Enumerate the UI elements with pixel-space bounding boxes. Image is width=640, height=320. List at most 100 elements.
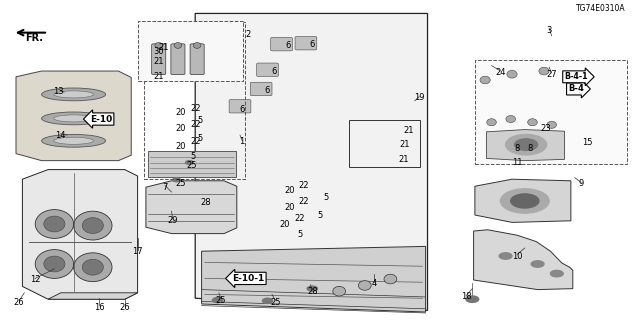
FancyBboxPatch shape: [171, 44, 185, 75]
FancyBboxPatch shape: [271, 37, 292, 51]
Text: 21: 21: [403, 126, 413, 135]
Ellipse shape: [42, 134, 106, 147]
Circle shape: [466, 296, 479, 302]
Text: 6: 6: [285, 41, 291, 50]
Text: 16: 16: [94, 303, 104, 312]
Text: 22: 22: [299, 197, 309, 206]
Circle shape: [550, 270, 563, 277]
Circle shape: [173, 178, 180, 182]
Circle shape: [515, 139, 538, 150]
Text: TG74E0310A: TG74E0310A: [576, 4, 626, 13]
Circle shape: [212, 298, 223, 303]
Text: B-4: B-4: [568, 84, 584, 93]
Text: 12: 12: [30, 276, 40, 284]
Text: 30: 30: [154, 47, 164, 56]
Text: 6: 6: [265, 86, 270, 95]
Text: 22: 22: [190, 104, 200, 113]
Text: 29: 29: [168, 216, 178, 225]
Text: 22: 22: [190, 120, 200, 129]
Text: 20: 20: [175, 124, 186, 133]
Text: 28: 28: [201, 198, 211, 207]
Text: 5: 5: [324, 193, 329, 202]
Ellipse shape: [539, 67, 549, 75]
Text: 11: 11: [512, 158, 522, 167]
Text: 9: 9: [579, 180, 584, 188]
Ellipse shape: [174, 43, 182, 48]
Text: 21: 21: [398, 155, 408, 164]
Text: FR.: FR.: [26, 33, 44, 44]
Circle shape: [307, 286, 317, 291]
Text: 4: 4: [372, 279, 377, 288]
Text: 14: 14: [56, 131, 66, 140]
Ellipse shape: [333, 286, 346, 296]
Circle shape: [262, 298, 273, 303]
Text: 15: 15: [582, 138, 593, 147]
FancyBboxPatch shape: [475, 60, 627, 164]
Text: 21: 21: [399, 140, 410, 149]
Text: 17: 17: [132, 247, 143, 256]
Circle shape: [499, 253, 512, 259]
Polygon shape: [195, 13, 428, 310]
Text: 20: 20: [284, 186, 294, 195]
Circle shape: [506, 134, 547, 155]
Ellipse shape: [82, 259, 104, 275]
Polygon shape: [475, 179, 571, 222]
Ellipse shape: [44, 256, 65, 272]
FancyBboxPatch shape: [229, 100, 251, 113]
Text: E-10: E-10: [90, 115, 112, 124]
Text: 6: 6: [310, 40, 315, 49]
Text: 10: 10: [512, 252, 522, 261]
Ellipse shape: [193, 43, 201, 48]
Text: 22: 22: [294, 214, 305, 223]
Polygon shape: [486, 130, 564, 161]
Text: E-10-1: E-10-1: [232, 274, 264, 283]
Text: 3: 3: [547, 26, 552, 35]
Text: B-4-1: B-4-1: [564, 72, 588, 81]
Ellipse shape: [35, 250, 74, 278]
Ellipse shape: [358, 281, 371, 290]
Text: 6: 6: [239, 105, 244, 114]
Polygon shape: [146, 181, 237, 234]
Text: 7: 7: [163, 183, 168, 192]
Text: 5: 5: [197, 134, 202, 143]
Text: 5: 5: [297, 230, 302, 239]
Ellipse shape: [528, 119, 538, 126]
Ellipse shape: [480, 76, 490, 84]
Text: 5: 5: [317, 212, 323, 220]
Ellipse shape: [42, 88, 106, 101]
Ellipse shape: [155, 43, 163, 48]
Circle shape: [500, 189, 549, 213]
Text: 27: 27: [547, 70, 557, 79]
Text: 24: 24: [495, 68, 506, 77]
Text: 5: 5: [191, 152, 196, 161]
Polygon shape: [22, 170, 138, 299]
Text: 26: 26: [120, 303, 130, 312]
Circle shape: [511, 194, 539, 208]
Polygon shape: [148, 151, 236, 177]
Ellipse shape: [54, 137, 93, 144]
FancyBboxPatch shape: [190, 44, 204, 75]
FancyBboxPatch shape: [152, 44, 166, 75]
Text: 1: 1: [239, 137, 244, 146]
Text: 6: 6: [271, 67, 276, 76]
Text: 22: 22: [190, 137, 200, 146]
Text: 26: 26: [14, 298, 24, 307]
Ellipse shape: [44, 216, 65, 232]
Text: 8: 8: [527, 144, 532, 153]
Text: 18: 18: [461, 292, 471, 301]
Ellipse shape: [35, 210, 74, 238]
Text: 25: 25: [216, 296, 226, 305]
Polygon shape: [16, 71, 131, 161]
Ellipse shape: [486, 119, 497, 126]
Text: 28: 28: [307, 287, 317, 296]
Text: 8: 8: [515, 144, 520, 153]
Ellipse shape: [42, 112, 106, 125]
Ellipse shape: [82, 218, 104, 234]
Text: 20: 20: [284, 203, 294, 212]
Text: 20: 20: [175, 142, 186, 151]
Polygon shape: [202, 246, 426, 312]
Text: 21: 21: [158, 43, 168, 52]
Ellipse shape: [507, 70, 517, 78]
Ellipse shape: [54, 91, 93, 98]
Polygon shape: [48, 293, 138, 299]
